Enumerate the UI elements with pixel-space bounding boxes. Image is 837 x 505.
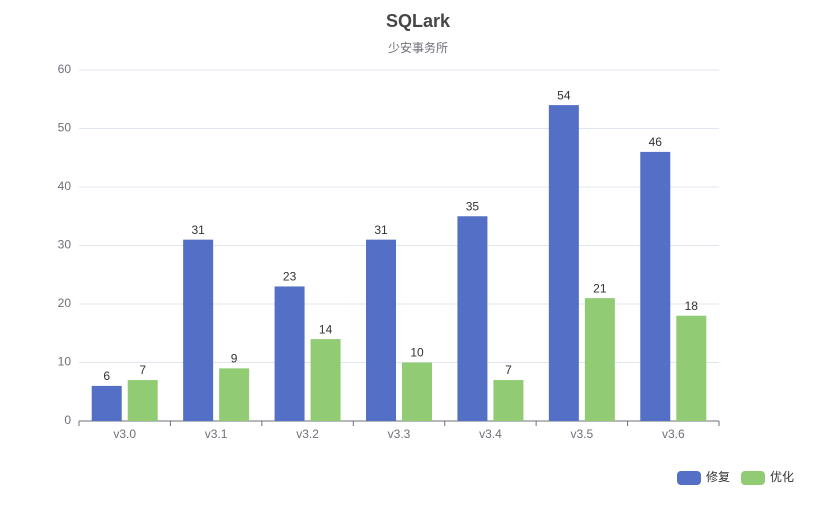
y-tick-label: 40 — [58, 179, 72, 193]
value-label: 23 — [283, 270, 297, 284]
value-label: 35 — [466, 199, 480, 213]
value-label: 31 — [191, 223, 205, 237]
value-label: 10 — [410, 346, 424, 360]
y-tick-label: 20 — [58, 296, 72, 310]
bar — [183, 239, 214, 421]
legend-label: 优化 — [770, 470, 794, 484]
y-tick-label: 60 — [58, 62, 72, 76]
bar — [457, 216, 488, 421]
value-label: 18 — [685, 299, 699, 313]
x-tick-label: v3.4 — [479, 427, 502, 441]
bar — [127, 380, 158, 421]
bar — [219, 368, 250, 421]
x-tick-label: v3.0 — [113, 427, 136, 441]
x-tick-label: v3.3 — [388, 427, 411, 441]
value-label: 7 — [139, 363, 146, 377]
bar — [584, 298, 615, 421]
y-tick-label: 10 — [58, 355, 72, 369]
bar — [91, 385, 122, 421]
value-label: 21 — [593, 281, 607, 295]
bar — [366, 239, 396, 421]
value-label: 6 — [103, 369, 110, 383]
y-tick-label: 30 — [58, 238, 72, 252]
legend-label: 修复 — [706, 469, 730, 484]
x-tick-label: v3.5 — [571, 427, 594, 441]
x-tick-label: v3.1 — [205, 427, 228, 441]
legend-swatch — [677, 471, 701, 485]
bar — [640, 151, 671, 421]
chart-title: SQLark — [386, 11, 451, 31]
bar — [402, 362, 432, 421]
bar — [493, 380, 524, 421]
bar — [676, 315, 707, 421]
value-label: 31 — [374, 223, 388, 237]
y-tick-label: 50 — [58, 121, 72, 135]
value-label: 46 — [649, 135, 663, 149]
x-tick-label: v3.6 — [662, 427, 685, 441]
value-label: 9 — [231, 352, 238, 366]
value-label: 7 — [505, 363, 512, 377]
value-label: 54 — [557, 88, 571, 102]
y-tick-label: 0 — [64, 413, 71, 427]
legend-swatch — [741, 471, 765, 485]
bar — [310, 339, 341, 421]
bar — [548, 105, 579, 421]
value-label: 14 — [319, 322, 333, 336]
bar — [274, 286, 305, 421]
chart-subtitle: 少安事务所 — [388, 40, 448, 55]
x-tick-label: v3.2 — [296, 427, 319, 441]
